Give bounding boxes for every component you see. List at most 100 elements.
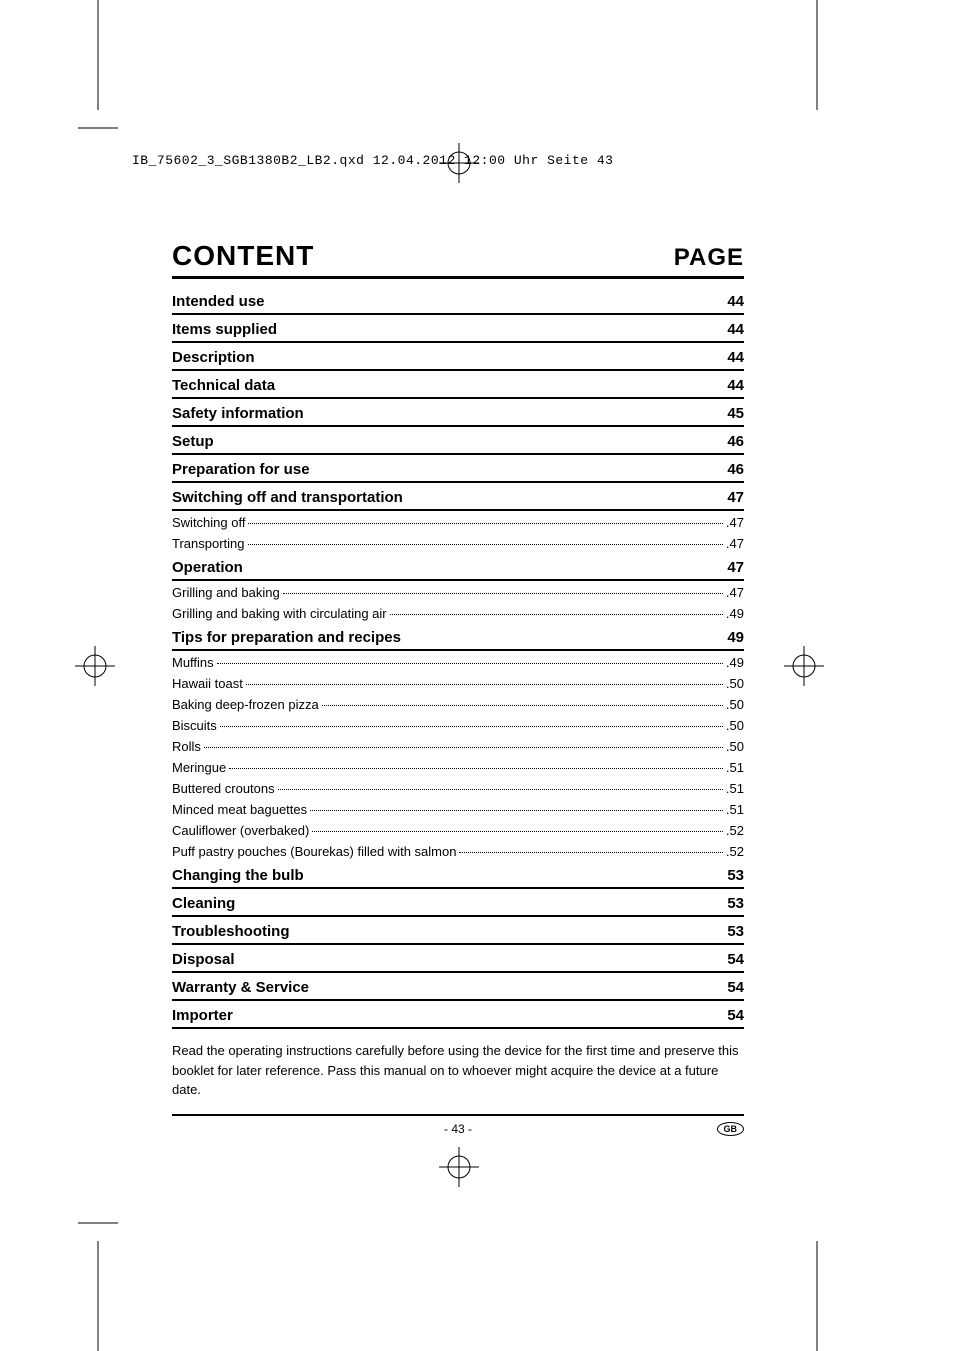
page-number: - 43 -	[444, 1122, 472, 1136]
toc-section: Items supplied 44	[172, 315, 744, 343]
toc-subitem-title: Hawaii toast	[172, 676, 243, 691]
toc-subitem-page: .51	[726, 781, 744, 796]
toc-subitem: Buttered croutons.51	[172, 777, 744, 798]
toc-section-page: 53	[727, 895, 744, 912]
toc-section: Disposal 54	[172, 945, 744, 973]
crop-mark-top-right	[816, 0, 819, 110]
toc-subitem-title: Grilling and baking with circulating air	[172, 606, 387, 621]
toc-subitem: Muffins.49	[172, 651, 744, 672]
toc-subitem-title: Switching off	[172, 515, 245, 530]
toc-dots-leader	[248, 523, 722, 524]
toc-subitem: Switching off .47	[172, 511, 744, 532]
toc-subitem: Cauliflower (overbaked).52	[172, 819, 744, 840]
toc-section-page: 46	[727, 433, 744, 450]
registration-mark-right	[784, 646, 824, 686]
toc-subitem: Grilling and baking with circulating air…	[172, 602, 744, 623]
toc-section-page: 53	[727, 923, 744, 940]
toc-subitem-page: .50	[726, 718, 744, 733]
registration-mark-bottom	[439, 1147, 479, 1187]
toc-subitem: Meringue .51	[172, 756, 744, 777]
footer-note: Read the operating instructions carefull…	[172, 1041, 744, 1100]
crop-mark-bottom-left	[78, 1201, 118, 1351]
toc-section-title: Cleaning	[172, 895, 235, 912]
toc-section: Switching off and transportation 47	[172, 483, 744, 511]
toc-subitem-title: Grilling and baking	[172, 585, 280, 600]
toc-dots-leader	[217, 663, 723, 664]
toc-section: Changing the bulb 53	[172, 861, 744, 889]
toc-section-title: Changing the bulb	[172, 867, 304, 884]
toc-section-page: 47	[727, 489, 744, 506]
toc-section-title: Disposal	[172, 951, 235, 968]
toc-section-page: 49	[727, 629, 744, 646]
toc-subitem-page: .50	[726, 676, 744, 691]
toc-subitem-page: .51	[726, 760, 744, 775]
toc-subitem-title: Puff pastry pouches (Bourekas) filled wi…	[172, 844, 456, 859]
toc-dots-leader	[310, 810, 723, 811]
toc-subitem: Grilling and baking .47	[172, 581, 744, 602]
toc-section-title: Safety information	[172, 405, 304, 422]
crop-mark-bottom-right	[816, 1201, 819, 1351]
toc-subitem-title: Meringue	[172, 760, 226, 775]
toc-section: Operation47	[172, 553, 744, 581]
toc-section-page: 44	[727, 377, 744, 394]
footer-line: - 43 - GB	[172, 1114, 744, 1136]
toc-section-page: 46	[727, 461, 744, 478]
toc-dots-leader	[220, 726, 723, 727]
toc-subitem: Puff pastry pouches (Bourekas) filled wi…	[172, 840, 744, 861]
registration-mark-left	[75, 646, 115, 686]
toc-dots-leader	[283, 593, 723, 594]
toc-dots-leader	[278, 789, 723, 790]
toc-subitem-page: .47	[726, 585, 744, 600]
toc-section-page: 44	[727, 321, 744, 338]
toc-subitem-title: Minced meat baguettes	[172, 802, 307, 817]
toc-section-title: Setup	[172, 433, 214, 450]
toc-section: Description44	[172, 343, 744, 371]
toc-subitem-page: .49	[726, 606, 744, 621]
toc-list: Intended use 44 Items supplied 44 Descriptio…	[172, 287, 744, 1029]
toc-section-title: Description	[172, 349, 255, 366]
toc-section-title: Items supplied	[172, 321, 277, 338]
toc-subitem-page: .50	[726, 697, 744, 712]
toc-subitem: Biscuits .50	[172, 714, 744, 735]
toc-subitem-title: Cauliflower (overbaked)	[172, 823, 309, 838]
toc-section-page: 53	[727, 867, 744, 884]
toc-subitem-page: .50	[726, 739, 744, 754]
toc-subitem-title: Biscuits	[172, 718, 217, 733]
toc-section-title: Switching off and transportation	[172, 489, 403, 506]
toc-title-row: CONTENT PAGE	[172, 240, 744, 279]
toc-section-title: Technical data	[172, 377, 275, 394]
toc-title-left: CONTENT	[172, 240, 314, 272]
toc-subitem: Minced meat baguettes.51	[172, 798, 744, 819]
toc-section-page: 54	[727, 1007, 744, 1024]
toc-section: Technical data 44	[172, 371, 744, 399]
toc-dots-leader	[312, 831, 723, 832]
toc-section: Troubleshooting53	[172, 917, 744, 945]
toc-section: Warranty & Service54	[172, 973, 744, 1001]
toc-title-right: PAGE	[674, 244, 744, 272]
toc-section: Importer 54	[172, 1001, 744, 1029]
toc-section-title: Importer	[172, 1007, 233, 1024]
toc-section-page: 44	[727, 293, 744, 310]
toc-subitem-title: Rolls	[172, 739, 201, 754]
toc-section: Preparation for use46	[172, 455, 744, 483]
toc-subitem-page: .47	[726, 515, 744, 530]
toc-section: Intended use 44	[172, 287, 744, 315]
toc-dots-leader	[459, 852, 722, 853]
toc-content-area: CONTENT PAGE Intended use44Items supplie…	[172, 240, 744, 1136]
toc-subitem-page: .47	[726, 536, 744, 551]
toc-subitem: Hawaii toast .50	[172, 672, 744, 693]
toc-subitem: Rolls .50	[172, 735, 744, 756]
toc-subitem-title: Transporting	[172, 536, 245, 551]
toc-subitem-title: Baking deep-frozen pizza	[172, 697, 319, 712]
toc-section-page: 47	[727, 559, 744, 576]
language-badge: GB	[717, 1122, 745, 1136]
toc-subitem: Transporting .47	[172, 532, 744, 553]
toc-section-title: Intended use	[172, 293, 265, 310]
toc-dots-leader	[246, 684, 723, 685]
toc-subitem-page: .52	[726, 844, 744, 859]
toc-section: Safety information45	[172, 399, 744, 427]
toc-section-title: Tips for preparation and recipes	[172, 629, 401, 646]
toc-dots-leader	[390, 614, 723, 615]
toc-section-page: 54	[727, 951, 744, 968]
toc-section-page: 54	[727, 979, 744, 996]
